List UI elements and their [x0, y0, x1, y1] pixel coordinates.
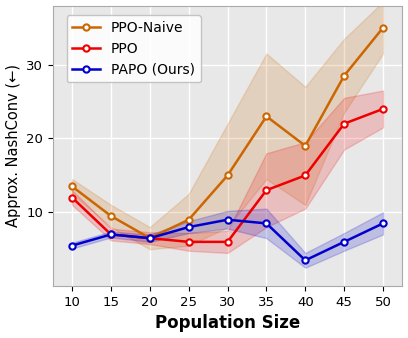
PAPO (Ours): [381, 221, 386, 225]
PAPO (Ours): [342, 240, 347, 244]
PPO-Naive: [186, 218, 191, 222]
PPO: [303, 173, 308, 177]
PPO: [225, 240, 230, 244]
PPO: [381, 107, 386, 111]
PPO-Naive: [225, 173, 230, 177]
PPO: [147, 236, 152, 240]
PAPO (Ours): [303, 258, 308, 262]
PPO: [342, 122, 347, 126]
Legend: PPO-Naive, PPO, PAPO (Ours): PPO-Naive, PPO, PAPO (Ours): [67, 15, 201, 82]
PPO-Naive: [264, 114, 269, 118]
Y-axis label: Approx. NashConv (←): Approx. NashConv (←): [6, 64, 20, 227]
PPO-Naive: [381, 26, 386, 30]
PPO-Naive: [303, 144, 308, 148]
PPO: [186, 240, 191, 244]
PAPO (Ours): [109, 233, 113, 237]
Line: PPO: PPO: [69, 106, 386, 245]
PAPO (Ours): [70, 243, 75, 247]
Line: PPO-Naive: PPO-Naive: [69, 25, 386, 241]
PPO: [70, 195, 75, 199]
PPO-Naive: [342, 74, 347, 78]
PPO-Naive: [70, 185, 75, 189]
PPO-Naive: [109, 214, 113, 218]
PAPO (Ours): [186, 225, 191, 229]
PAPO (Ours): [225, 218, 230, 222]
PPO-Naive: [147, 236, 152, 240]
PPO: [109, 233, 113, 237]
PAPO (Ours): [264, 221, 269, 225]
PPO: [264, 188, 269, 192]
X-axis label: Population Size: Population Size: [155, 314, 300, 333]
PAPO (Ours): [147, 236, 152, 240]
Line: PAPO (Ours): PAPO (Ours): [69, 217, 386, 263]
